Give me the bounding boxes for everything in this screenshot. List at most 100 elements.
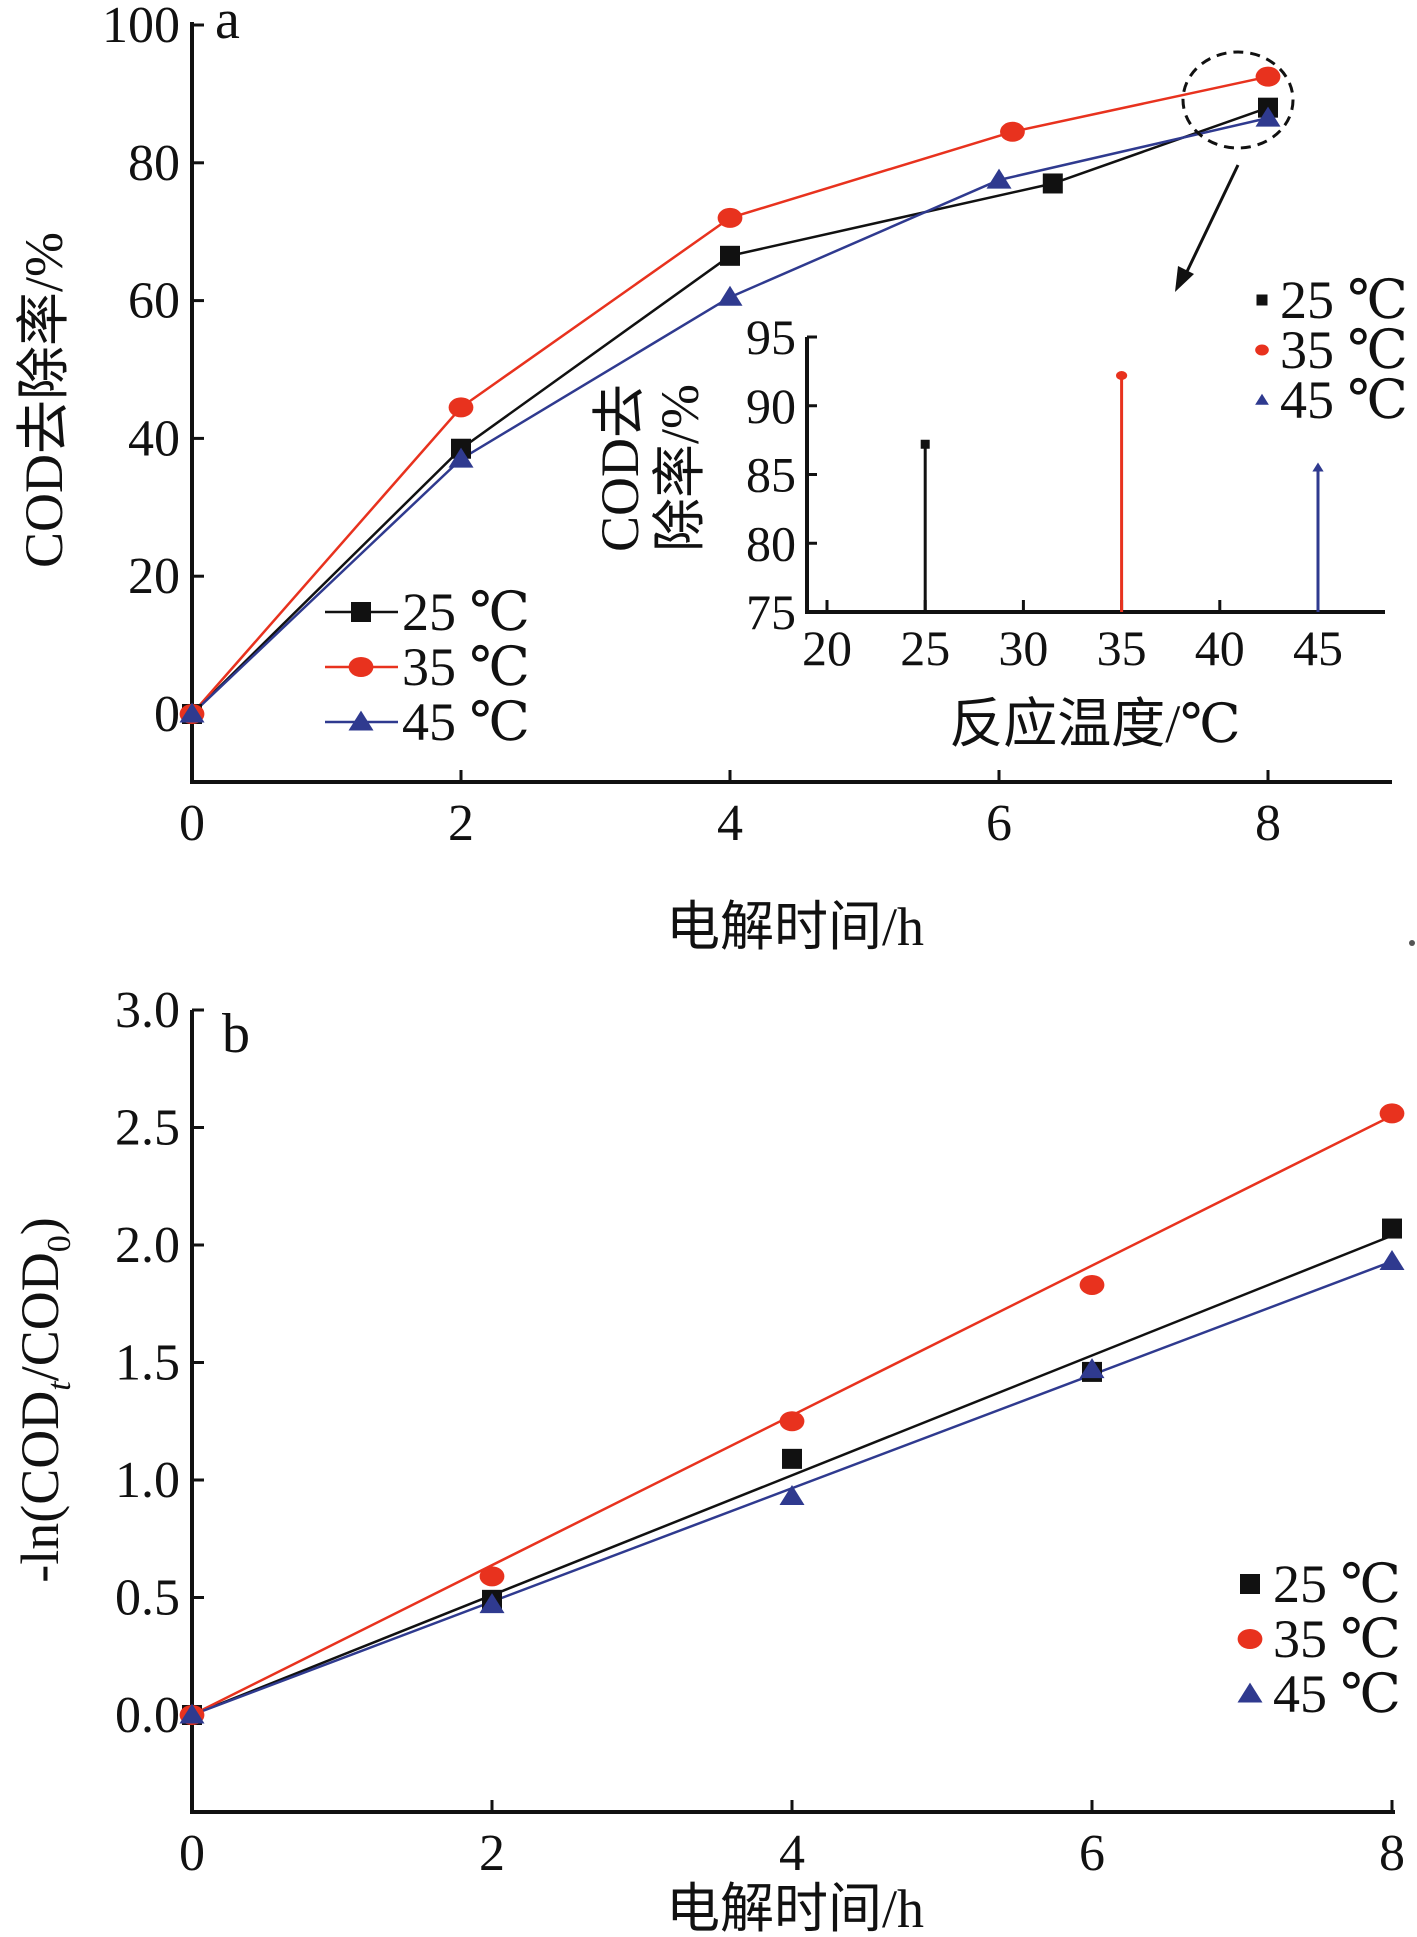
inset-xtick-label: 20 [802,620,852,676]
panel-a-point-35c [448,397,474,418]
stray-dot [1409,940,1415,946]
panel-b-y-title-sub-t: t [41,1380,78,1391]
panel-b-legend-marker [1237,1682,1263,1703]
panel-b-legend-marker [1240,1574,1260,1594]
panel-a-x-title: 电解时间/h [666,897,924,957]
panel-b-ytick-label: 2.0 [115,1217,180,1274]
panel-b-point-45c [779,1485,805,1505]
panel-a-point-35c [1255,66,1281,87]
inset-ytick-label: 95 [746,309,796,365]
panel-a-point-35c [1000,121,1025,142]
panel-a-legend-marker [348,710,374,731]
panel-b-point-35c [479,1566,505,1587]
panel-b-xtick-label: 0 [179,1825,205,1882]
inset-legend-marker [1255,344,1269,356]
panel-b-ytick-label: 3.0 [115,982,180,1039]
callout-arrow-head [1175,266,1194,292]
panel-a-legend: 25 ℃35 ℃45 ℃ [325,582,530,752]
inset-y-title-line2: 除率/% [650,384,710,552]
panel-a-legend-label: 35 ℃ [402,637,530,697]
inset-legend-marker [1255,393,1269,405]
panel-b-legend-label: 45 ℃ [1273,1664,1401,1724]
inset-bar-cap-25c [920,439,930,449]
panel-a-legend-marker [351,602,371,622]
panel-b-point-25c [782,1448,802,1469]
panel-a-label: a [215,0,240,51]
panel-b-ytick-label: 2.5 [115,1100,180,1157]
panel-a-ytick-label: 80 [128,135,180,192]
panel-a-point-25c [1042,173,1063,194]
inset-bar-cap-45c [1312,462,1324,472]
panel-b-point-35c [779,1411,805,1432]
inset-xtick-label: 45 [1293,620,1343,676]
panel-a-xtick-label: 2 [448,795,474,852]
panel-b-ytick-label: 1.5 [115,1335,180,1392]
panel-a-point-35c [717,207,743,228]
panel-b-y-title-part-1: -ln(COD [10,1391,70,1583]
panel-b-label: b [222,1003,250,1065]
panel-b-y-title-sub-0: 0 [41,1235,78,1252]
panel-a-xtick-label: 4 [717,795,743,852]
panel-a-legend-marker [348,657,374,677]
panel-b-xtick-label: 8 [1379,1825,1405,1882]
panel-a-point-45c [179,702,205,723]
inset-legend-marker [1256,294,1268,306]
panel-b-point-25c [1382,1218,1402,1239]
panel-a-ytick-label: 60 [128,273,180,330]
panel-a-ytick-label: 0 [154,686,180,743]
inset-ytick-label: 75 [746,584,796,640]
panel-a-ytick-label: 100 [102,0,180,54]
panel-b-point-35c [1379,1103,1405,1124]
panel-b-x-title: 电解时间/h [666,1879,924,1937]
inset-x-title: 反应温度/℃ [949,694,1240,754]
panel-a-point-45c [717,285,743,306]
panel-b-point-45c [1379,1250,1405,1270]
panel-b-xtick-label: 6 [1079,1825,1105,1882]
inset-chart: 75 80 85 90 95 20 25 30 35 40 45 反应温度/℃ COD去 除率/%… [590,270,1408,754]
panel-b-legend-label: 35 ℃ [1273,1609,1401,1669]
panel-b-chart: b 0.0 0.5 1.0 1.5 2.0 2.5 3.0 0 2 4 6 8 电解时间/h -ln… [10,982,1405,1937]
inset-xtick-label: 30 [998,620,1048,676]
inset-legend-label: 35 ℃ [1280,320,1408,380]
inset-legend-label: 45 ℃ [1280,370,1408,430]
inset-ytick-label: 80 [746,515,796,571]
panel-a-point-45c [986,168,1012,189]
panel-b-xtick-label: 2 [479,1825,505,1882]
panel-a-xtick-label: 0 [179,795,205,852]
panel-a-chart: a 0 20 40 60 80 100 0 2 4 6 8 电解时间/h COD去除率/% 25 … [14,0,1408,957]
panel-b-point-45c [1079,1358,1105,1379]
panel-a-point-25c [720,245,740,266]
panel-a-legend-label: 45 ℃ [402,692,530,752]
inset-xtick-label: 25 [900,620,950,676]
panel-b-point-45c [179,1703,205,1724]
panel-a-legend-label: 25 ℃ [402,582,530,642]
panel-a-ytick-label: 40 [128,410,180,467]
panel-b-point-35c [1079,1274,1105,1295]
inset-xtick-label: 35 [1097,620,1147,676]
callout-arrow-line [1180,164,1240,283]
inset-xtick-label: 40 [1195,620,1245,676]
panel-b-y-title-part-2: /COD [10,1252,70,1381]
panel-a-point-45c [448,447,474,468]
panel-a-xtick-label: 8 [1255,795,1281,852]
inset-bar-cap-35c [1116,371,1128,380]
inset-legend-label: 25 ℃ [1280,270,1408,330]
panel-b-legend-marker [1237,1629,1263,1649]
panel-b-ytick-label: 0.0 [115,1687,180,1744]
panel-b-ytick-label: 0.5 [115,1570,180,1627]
inset-y-title-line1: COD去 [590,384,650,552]
panel-b-ytick-label: 1.0 [115,1452,180,1509]
panel-b-y-title-part-3: ) [10,1217,70,1235]
panel-b-fit-25c [191,1234,1393,1717]
panel-b-xtick-label: 4 [779,1825,805,1882]
panel-b-y-title: -ln(CODt/COD0) [10,1217,78,1582]
panel-b-legend-label: 25 ℃ [1273,1554,1401,1614]
inset-legend: 25 ℃35 ℃45 ℃ [1255,270,1408,430]
panel-b-point-45c [479,1593,505,1614]
panel-a-point-45c [1255,106,1281,127]
panel-a-xtick-label: 6 [986,795,1012,852]
panel-a-ytick-label: 20 [128,548,180,605]
highlight-dashed-circle [1181,50,1295,150]
panel-b-legend: 25 ℃35 ℃45 ℃ [1237,1554,1401,1724]
